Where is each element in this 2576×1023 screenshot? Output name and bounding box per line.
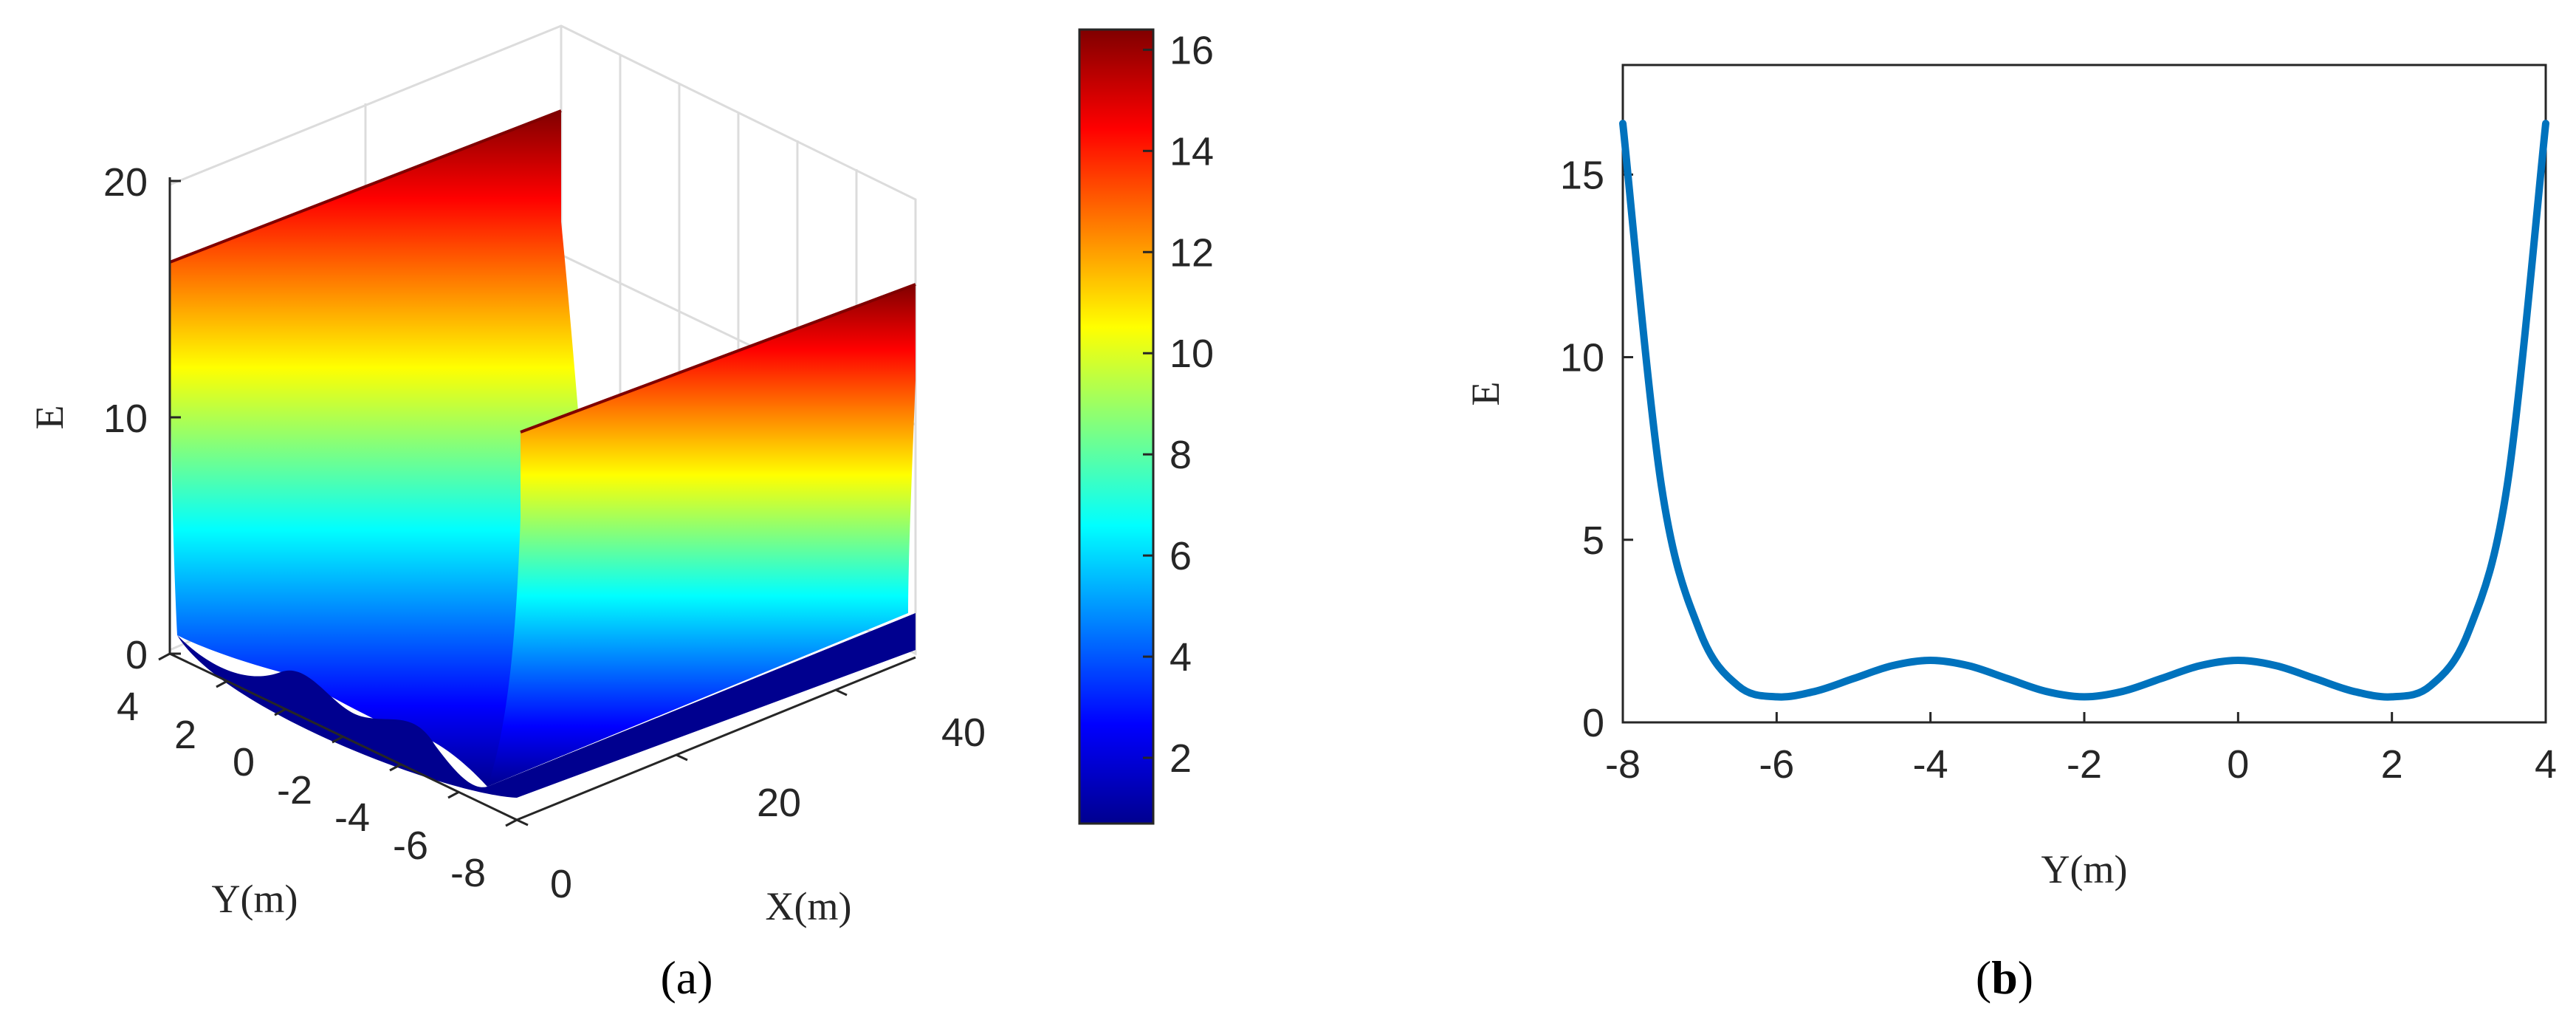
z-tick-label: 0: [126, 633, 148, 677]
series-line-E: [1619, 120, 2549, 701]
surface-valley-floor: [177, 613, 916, 798]
colorbar: 2 4 6 8 10 12 14 16: [1078, 28, 1214, 825]
y-tick-label: 0: [1582, 701, 1604, 745]
panel-b-line-plot: -8 -6 -4 -2 0 2 4 0 5 10 15 Y(m) E: [1463, 64, 2557, 892]
colorbar-tick-label: 8: [1169, 433, 1192, 477]
y-tick-label: 5: [1582, 519, 1604, 563]
colorbar-tick-label: 6: [1169, 534, 1192, 578]
x-tick-label: -6: [1759, 742, 1794, 787]
colorbar-tick-label: 4: [1169, 635, 1192, 680]
panel-a-axes: [158, 177, 916, 827]
surface-left-wall: [170, 111, 583, 787]
colorbar-gradient: [1078, 28, 1155, 825]
y-tick-label: -2: [277, 768, 312, 812]
panel-b-y-axis-label: E: [1463, 382, 1508, 406]
y-tick-label: 15: [1560, 153, 1604, 197]
y-tick-label: 10: [1560, 336, 1604, 380]
x-tick-label: 40: [941, 711, 986, 755]
x-tick-label: -8: [1605, 742, 1641, 787]
x-tick-label: 20: [757, 781, 801, 825]
panel-b-ticks: -8 -6 -4 -2 0 2 4 0 5 10 15: [1560, 153, 2557, 787]
y-tick-label: -6: [393, 824, 428, 868]
colorbar-tick-label: 12: [1169, 230, 1214, 275]
panel-b-plot-box: [1621, 64, 2547, 724]
colorbar-tick-label: 14: [1169, 129, 1214, 174]
surface-right-wall: [487, 284, 916, 787]
y-axis-label: Y(m): [212, 877, 298, 921]
x-tick-label: 0: [2227, 742, 2249, 787]
x-tick-label: -2: [2067, 742, 2102, 787]
panel-label-a: (a): [660, 951, 712, 1004]
z-axis-label: E: [27, 406, 72, 430]
panel-a-surface-plot: 20 10 0 E 4 2 0 -2 -4 -6 -8 Y(m) 0 20 40…: [27, 24, 986, 928]
colorbar-tick-label: 16: [1169, 28, 1214, 72]
x-tick-label: 4: [2535, 742, 2557, 787]
z-tick-label: 20: [103, 160, 148, 205]
x-tick-label: -4: [1913, 742, 1948, 787]
y-tick-label: 4: [117, 685, 139, 729]
y-tick-label: 2: [174, 713, 196, 757]
x-tick-label: 0: [550, 862, 572, 906]
colorbar-tick-label: 10: [1169, 332, 1214, 376]
y-tick-label: -8: [450, 851, 486, 895]
x-axis-label: X(m): [766, 884, 852, 928]
x-tick-label: 2: [2381, 742, 2403, 787]
z-tick-label: 10: [103, 397, 148, 441]
colorbar-ticks: 2 4 6 8 10 12 14 16: [1143, 28, 1214, 781]
y-tick-label: 0: [233, 740, 255, 784]
panel-label-b: (b): [1976, 951, 2033, 1004]
colorbar-tick-label: 2: [1169, 736, 1192, 781]
panel-b-x-axis-label: Y(m): [2041, 847, 2128, 892]
y-tick-label: -4: [334, 796, 370, 840]
